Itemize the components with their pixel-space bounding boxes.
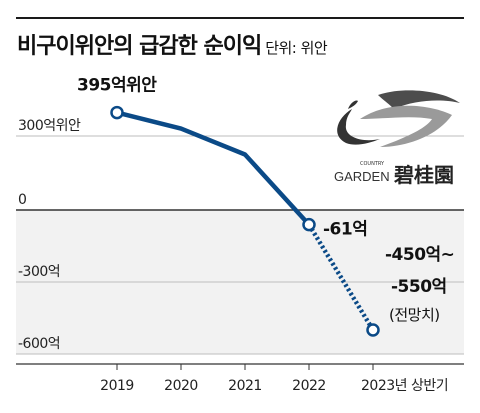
y-tick-label: -600억	[18, 336, 60, 352]
x-axis-ticks: 2019 2020 2021 2022 2023년 상반기	[100, 364, 449, 394]
x-tick-label: 2023년 상반기	[361, 378, 448, 394]
data-label: 395억위안	[77, 76, 157, 96]
data-label: (전망치)	[389, 306, 440, 324]
chart-title: 비구이위안의 급감한 순이익 단위: 위안	[17, 28, 328, 60]
data-label: -61억	[323, 220, 367, 240]
logo-brand-cn: 碧桂園	[393, 163, 454, 187]
y-tick-label: -300억	[18, 264, 60, 280]
x-tick-label: 2021	[228, 378, 262, 394]
data-label: -550억	[391, 277, 447, 297]
series-profit	[116, 110, 375, 332]
data-label: -450억~	[385, 245, 454, 265]
x-tick-label: 2019	[100, 378, 134, 394]
x-tick-label: 2022	[292, 378, 326, 394]
data-point-marker	[366, 323, 380, 337]
data-point-marker	[302, 217, 316, 232]
chart-title-text: 비구이위안의 급감한 순이익	[17, 34, 262, 59]
series-line-projected	[307, 223, 375, 332]
data-labels: 395억위안 -61억 -450억~ -550억 (전망치)	[77, 76, 455, 324]
x-tick-label: 2020	[164, 378, 198, 394]
data-point-marker	[110, 105, 124, 120]
top-rule	[16, 17, 464, 19]
logo-country-text: COUNTRY	[360, 161, 385, 167]
unit-label: 단위: 위안	[265, 39, 328, 57]
logo-brand-en: GARDEN	[334, 169, 390, 184]
y-tick-label: 0	[18, 192, 26, 208]
gridlines	[16, 135, 464, 355]
y-axis-ticks: 300억위안 0 -300억 -600억	[18, 118, 81, 352]
series-line-actual	[116, 110, 311, 227]
y-tick-label: 300억위안	[18, 118, 81, 134]
country-garden-logo: COUNTRY GARDEN 碧桂園	[334, 90, 460, 187]
data-points	[110, 105, 380, 337]
